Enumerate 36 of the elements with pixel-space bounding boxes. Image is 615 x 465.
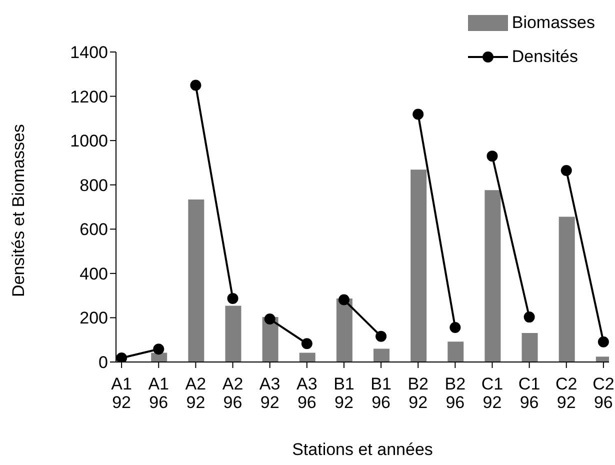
y-tick-label: 1200 bbox=[70, 87, 108, 106]
y-tick-label: 0 bbox=[98, 353, 108, 372]
y-tick-label: 1400 bbox=[70, 43, 108, 62]
x-tick-label: A2 96 bbox=[222, 374, 244, 412]
y-axis-title: Densités et Biomasses bbox=[9, 124, 28, 297]
bar bbox=[336, 298, 352, 362]
x-tick-label: B2 92 bbox=[408, 374, 428, 412]
x-tick-label: C2 92 bbox=[556, 374, 578, 412]
x-tick-label: B1 92 bbox=[334, 374, 354, 412]
x-tick-label: C2 96 bbox=[592, 374, 614, 412]
x-tick-label: A1 92 bbox=[111, 374, 132, 412]
x-tick-label: A3 96 bbox=[296, 374, 318, 412]
bar bbox=[522, 332, 538, 362]
y-tick-label: 400 bbox=[80, 264, 108, 284]
y-tick-label: 600 bbox=[80, 220, 108, 240]
bar bbox=[188, 199, 204, 362]
y-tick-label: 1000 bbox=[70, 132, 108, 151]
bar bbox=[225, 306, 242, 362]
bar bbox=[484, 190, 501, 362]
x-tick-label: B2 96 bbox=[444, 374, 466, 412]
bar bbox=[448, 342, 464, 362]
bar bbox=[299, 352, 316, 362]
y-tick-label: 200 bbox=[80, 308, 108, 328]
x-tick-label: A2 92 bbox=[185, 374, 206, 412]
x-tick-label: B1 96 bbox=[370, 374, 392, 412]
bar bbox=[558, 216, 575, 362]
y-tick-label: 800 bbox=[80, 176, 108, 195]
x-tick-label: C1 92 bbox=[481, 374, 504, 412]
x-axis-title: Stations et années bbox=[292, 440, 433, 459]
x-tick-label: A3 92 bbox=[259, 374, 280, 412]
bar bbox=[410, 170, 427, 362]
legend-label: Densités bbox=[512, 47, 578, 67]
x-tick-label: A1 96 bbox=[148, 374, 170, 412]
x-tick-label: C1 96 bbox=[518, 374, 540, 412]
legend-label: Biomasses bbox=[512, 13, 595, 33]
bar bbox=[374, 348, 390, 362]
